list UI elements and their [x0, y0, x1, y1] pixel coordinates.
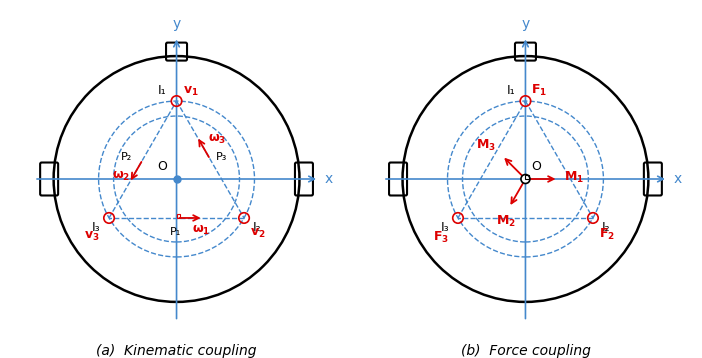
Text: $\mathbf{v_2}$: $\mathbf{v_2}$: [250, 227, 265, 240]
Text: $\mathbf{F_3}$: $\mathbf{F_3}$: [433, 230, 449, 245]
Text: $\mathbf{\omega_1}$: $\mathbf{\omega_1}$: [192, 224, 210, 237]
Text: $\mathbf{v_1}$: $\mathbf{v_1}$: [183, 85, 198, 98]
Text: x: x: [674, 172, 682, 186]
Text: x: x: [325, 172, 333, 186]
Bar: [176, 214, 180, 218]
Text: (a)  Kinematic coupling: (a) Kinematic coupling: [96, 344, 257, 358]
Text: P₂: P₂: [121, 151, 132, 161]
Circle shape: [521, 174, 530, 184]
Bar: [526, 175, 529, 179]
Text: P₁: P₁: [169, 227, 180, 237]
Text: O: O: [531, 160, 541, 173]
Text: $\mathbf{M_3}$: $\mathbf{M_3}$: [476, 137, 496, 153]
Text: y: y: [522, 16, 529, 30]
Text: I₂: I₂: [253, 221, 262, 234]
Text: $\mathbf{F_2}$: $\mathbf{F_2}$: [599, 227, 615, 242]
Text: $\mathbf{\omega_2}$: $\mathbf{\omega_2}$: [112, 170, 130, 183]
Text: $\mathbf{v_3}$: $\mathbf{v_3}$: [84, 230, 100, 243]
Text: I₁: I₁: [506, 83, 515, 97]
Text: $\mathbf{M_1}$: $\mathbf{M_1}$: [564, 170, 585, 185]
Text: I₃: I₃: [91, 221, 100, 234]
Text: I₁: I₁: [157, 83, 166, 97]
Text: $\mathbf{M_2}$: $\mathbf{M_2}$: [496, 214, 516, 229]
Text: $\mathbf{\omega_3}$: $\mathbf{\omega_3}$: [208, 133, 227, 146]
Text: (b)  Force coupling: (b) Force coupling: [461, 344, 590, 358]
Text: O: O: [158, 160, 168, 173]
Text: P₃: P₃: [216, 151, 227, 161]
Text: I₂: I₂: [602, 221, 611, 234]
Text: y: y: [173, 16, 180, 30]
Text: I₃: I₃: [440, 221, 449, 234]
Text: $\mathbf{F_1}$: $\mathbf{F_1}$: [531, 83, 548, 98]
